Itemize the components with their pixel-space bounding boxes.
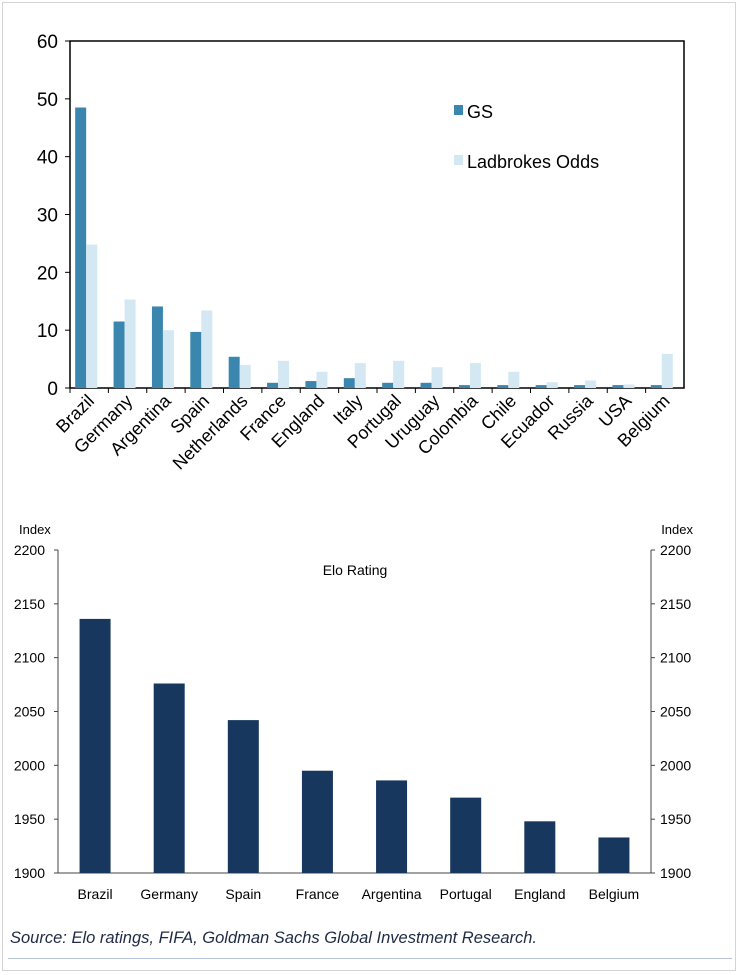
right-y-tick-label: 2100 — [660, 650, 691, 666]
bar-ladbrokes-brazil — [86, 244, 98, 388]
right-y-tick-label: 2050 — [660, 704, 691, 720]
legend-label-gs: GS — [467, 102, 493, 122]
bar-ladbrokes-france — [278, 360, 290, 388]
elo-bar-portugal — [450, 797, 482, 873]
right-y-tick-label: 1950 — [660, 811, 691, 827]
bar-gs-italy — [343, 378, 355, 388]
source-divider — [8, 958, 732, 959]
bar-gs-uruguay — [420, 382, 432, 388]
y-tick-label: 50 — [37, 90, 58, 111]
bar-gs-france — [267, 382, 279, 388]
left-y-tick-label: 1950 — [14, 811, 45, 827]
elo-x-label-germany: Germany — [140, 886, 198, 902]
right-y-tick-label: 2150 — [660, 596, 691, 612]
bar-gs-argentina — [151, 306, 163, 388]
bar-gs-russia — [574, 385, 586, 388]
bar-gs-england — [305, 381, 317, 388]
y-tick-label: 40 — [37, 148, 58, 169]
y-tick-label: 10 — [37, 321, 58, 342]
elo-x-label-spain: Spain — [225, 886, 261, 902]
source-note: Source: Elo ratings, FIFA, Goldman Sachs… — [10, 929, 538, 947]
legend-label-ladbrokes: Ladbrokes Odds — [467, 152, 599, 172]
bar-gs-belgium — [650, 385, 662, 388]
bar-gs-portugal — [382, 382, 394, 388]
left-y-tick-label: 2100 — [14, 650, 45, 666]
y-tick-label: 20 — [37, 263, 58, 284]
right-axis-title: Index — [661, 522, 693, 537]
y-tick-label: 0 — [47, 379, 58, 400]
elo-x-label-portugal: Portugal — [440, 886, 492, 902]
bar-ladbrokes-netherlands — [239, 364, 251, 388]
bar-ladbrokes-germany — [124, 299, 136, 388]
bar-ladbrokes-england — [316, 371, 328, 388]
right-y-tick-label: 2000 — [660, 757, 691, 773]
left-axis-title: Index — [19, 522, 51, 537]
bar-ladbrokes-ecuador — [546, 382, 558, 388]
chart-elo-rating: Index Index 1900 1900 1950 1950 2000 2000 2050 20… — [14, 522, 694, 902]
bar-ladbrokes-usa — [623, 384, 635, 388]
legend-swatch-ladbrokes — [454, 155, 463, 165]
bar-ladbrokes-colombia — [469, 363, 481, 388]
right-y-tick-label: 2200 — [660, 542, 691, 558]
left-y-tick-label: 2050 — [14, 704, 45, 720]
bar-gs-colombia — [458, 385, 470, 388]
elo-x-label-argentina: Argentina — [362, 886, 422, 902]
bar-ladbrokes-belgium — [661, 353, 673, 388]
elo-bar-argentina — [376, 780, 408, 873]
bar-gs-netherlands — [228, 356, 240, 388]
elo-bar-brazil — [79, 618, 111, 873]
right-y-tick-label: 1900 — [660, 865, 691, 881]
bar-gs-chile — [497, 385, 509, 388]
left-y-tick-label: 2200 — [14, 542, 45, 558]
left-y-tick-label: 2150 — [14, 596, 45, 612]
elo-bar-spain — [227, 720, 259, 873]
legend-swatch-gs — [454, 105, 463, 115]
bar-gs-usa — [612, 385, 624, 388]
elo-bar-france — [301, 770, 333, 873]
bar-gs-brazil — [75, 107, 87, 388]
elo-bar-belgium — [598, 837, 630, 873]
left-y-tick-label: 2000 — [14, 757, 45, 773]
bar-ladbrokes-portugal — [393, 360, 405, 388]
elo-x-label-france: France — [296, 886, 340, 902]
chart-win-probability: 0102030405060BrazilGermanyArgentinaSpain… — [37, 32, 685, 473]
y-tick-label: 30 — [37, 206, 58, 227]
bar-ladbrokes-argentina — [162, 330, 174, 388]
elo-bar-germany — [153, 683, 185, 873]
bar-ladbrokes-spain — [201, 310, 213, 388]
bar-ladbrokes-chile — [508, 371, 520, 388]
bar-gs-germany — [113, 321, 125, 388]
bar-ladbrokes-italy — [354, 363, 366, 388]
elo-x-label-brazil: Brazil — [78, 886, 113, 902]
elo-x-label-england: England — [514, 886, 565, 902]
y-tick-label: 60 — [37, 32, 58, 53]
bar-gs-ecuador — [535, 385, 547, 388]
bar-ladbrokes-russia — [585, 380, 597, 388]
bar-gs-spain — [190, 331, 202, 388]
left-y-tick-label: 1900 — [14, 865, 45, 881]
bar-ladbrokes-uruguay — [431, 367, 443, 388]
elo-x-label-belgium: Belgium — [589, 886, 640, 902]
elo-bar-england — [524, 821, 556, 873]
chart-title: Elo Rating — [323, 562, 388, 578]
